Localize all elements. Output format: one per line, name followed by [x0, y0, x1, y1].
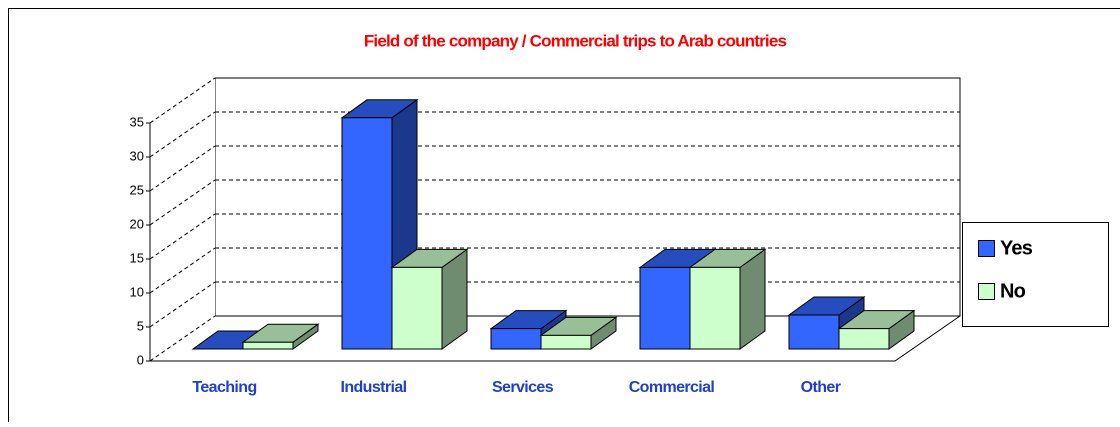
bar-face [392, 267, 442, 349]
chart-title: Field of the company / Commercial trips … [364, 31, 787, 50]
x-tick-label: Services [492, 379, 554, 396]
x-tick-label: Other [801, 379, 841, 396]
bar-face [541, 335, 591, 349]
bar-face [640, 267, 690, 349]
x-tick-label: Teaching [192, 379, 256, 396]
y-tick-label: 0 [137, 352, 144, 367]
y-tick-label: 30 [130, 148, 144, 163]
y-tick-label: 20 [130, 216, 144, 231]
bar-face [839, 329, 889, 349]
legend-box [963, 223, 1109, 327]
y-tick-label: 15 [130, 250, 144, 265]
legend-label: Yes [1000, 237, 1033, 259]
bar [392, 249, 467, 349]
y-tick-label: 35 [130, 114, 144, 129]
bar [690, 249, 765, 349]
y-tick-label: 10 [130, 284, 144, 299]
side-wall [150, 78, 215, 361]
back-wall [215, 78, 960, 316]
bar-face [789, 315, 839, 349]
legend-swatch [979, 284, 995, 300]
x-tick-label: Commercial [629, 379, 715, 396]
bar-face [342, 118, 392, 349]
y-tick-label: 25 [130, 182, 144, 197]
legend-label: No [1000, 280, 1026, 302]
x-tick-label: Industrial [340, 379, 406, 396]
bar-face [491, 329, 541, 349]
bar-face [243, 342, 293, 349]
legend-swatch [979, 241, 995, 257]
bar-face [690, 267, 740, 349]
y-tick-label: 5 [137, 318, 144, 333]
